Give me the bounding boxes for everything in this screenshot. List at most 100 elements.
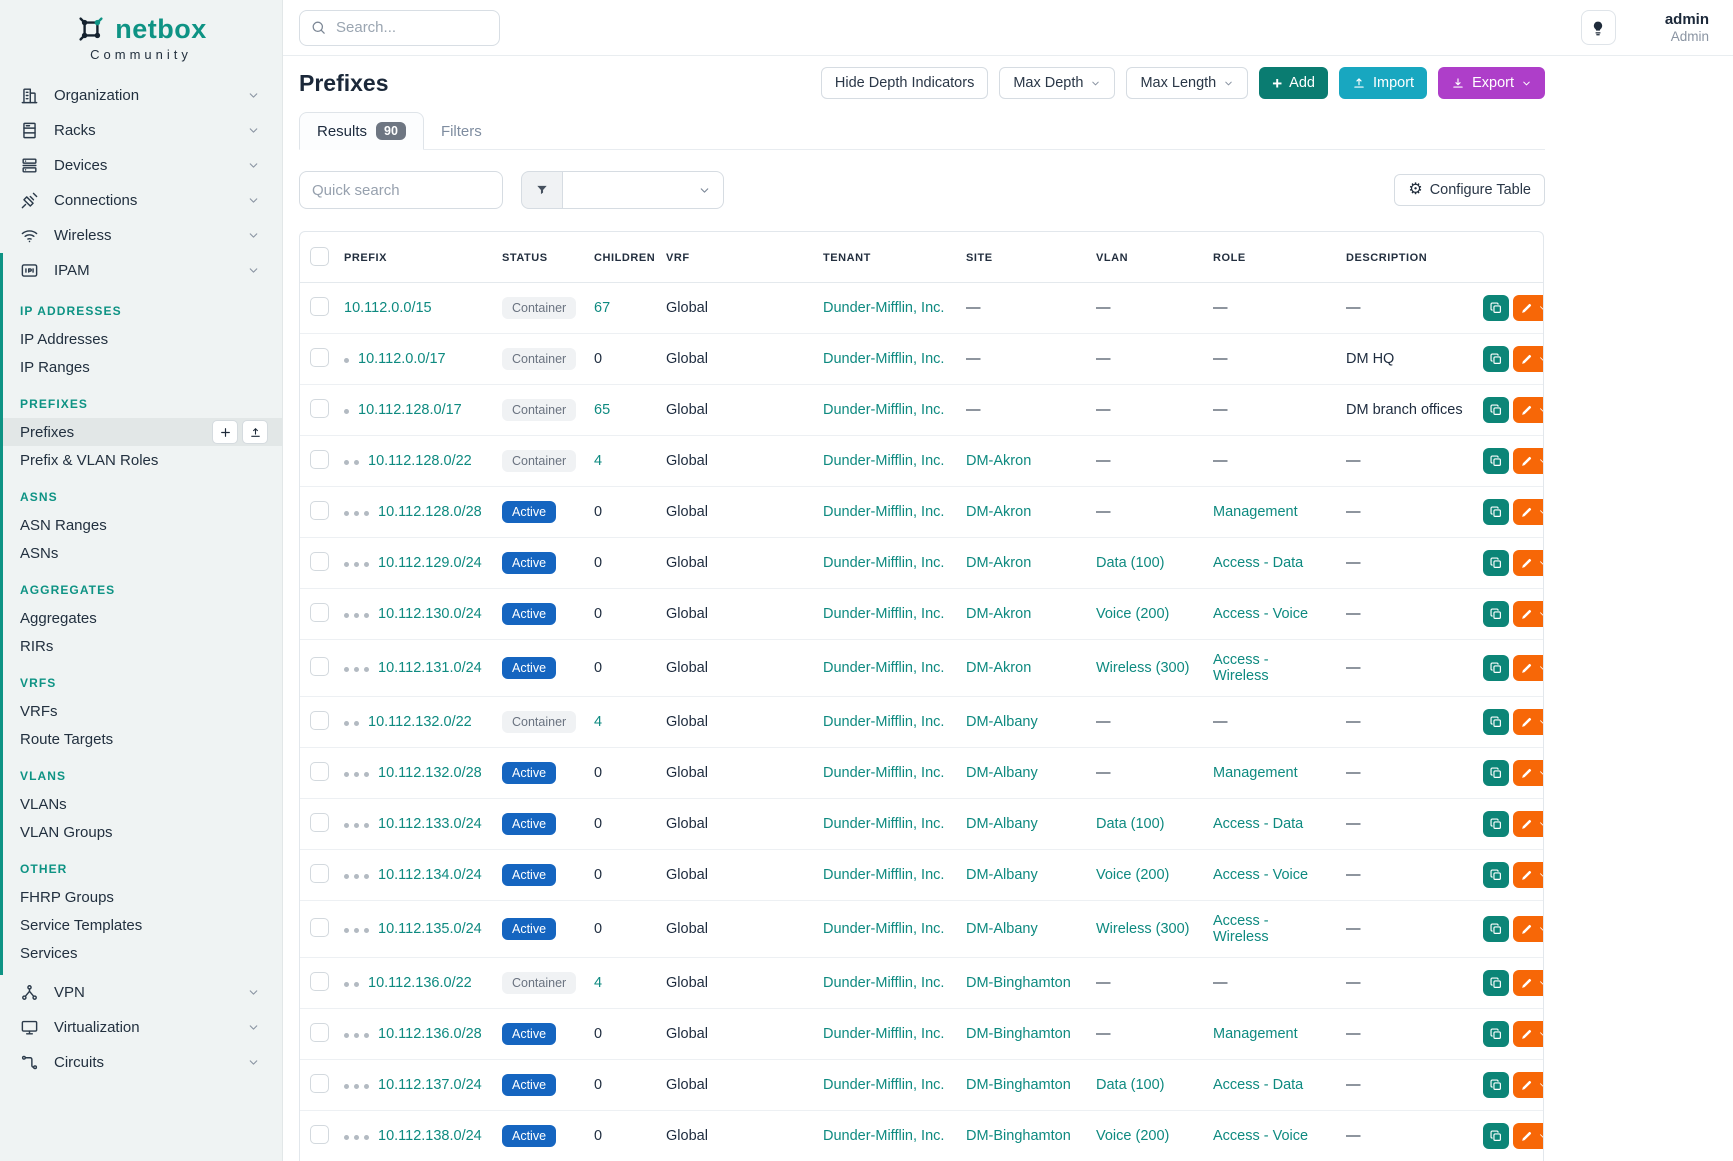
prefix-link[interactable]: 10.112.136.0/22 [368,975,472,991]
role-link[interactable]: Access - Data [1213,1077,1304,1093]
sidebar-item-devices[interactable]: Devices [0,148,282,183]
column-header-description[interactable]: DESCRIPTION [1336,232,1473,283]
prefix-link[interactable]: 10.112.0.0/17 [358,351,446,367]
tenant-link[interactable]: Dunder-Mifflin, Inc. [823,660,945,676]
role-link[interactable]: Access - Voice [1213,867,1309,883]
clone-button[interactable] [1483,397,1509,423]
row-checkbox[interactable] [310,1073,329,1093]
tenant-link[interactable]: Dunder-Mifflin, Inc. [823,1026,945,1042]
clone-button[interactable] [1483,862,1509,888]
tenant-link[interactable]: Dunder-Mifflin, Inc. [823,867,945,883]
site-link[interactable]: DM-Albany [966,816,1038,832]
row-checkbox[interactable] [310,296,329,316]
row-checkbox[interactable] [310,863,329,883]
export-button[interactable]: Export [1438,67,1545,99]
search-input[interactable] [299,9,500,46]
sidebar-item-rirs[interactable]: RIRs [0,632,282,660]
column-header-role[interactable]: ROLE [1203,232,1336,283]
sidebar-item-vlans[interactable]: VLANs [0,790,282,818]
sidebar-item-prefixes[interactable]: Prefixes [0,418,282,446]
prefix-link[interactable]: 10.112.128.0/28 [378,504,482,520]
prefix-link[interactable]: 10.112.138.0/24 [378,1128,482,1144]
children-count-link[interactable]: 4 [594,453,603,469]
site-link[interactable]: DM-Albany [966,867,1038,883]
sidebar-item-aggregates[interactable]: Aggregates [0,604,282,632]
clone-button[interactable] [1483,1123,1509,1149]
clone-button[interactable] [1483,448,1509,474]
sidebar-item-vrfs[interactable]: VRFs [0,697,282,725]
clone-button[interactable] [1483,1021,1509,1047]
clone-button[interactable] [1483,655,1509,681]
row-checkbox[interactable] [310,971,329,991]
tenant-link[interactable]: Dunder-Mifflin, Inc. [823,402,945,418]
role-link[interactable]: Access - Voice [1213,606,1309,622]
column-header-status[interactable]: STATUS [492,232,584,283]
prefix-link[interactable]: 10.112.132.0/28 [378,765,482,781]
site-link[interactable]: DM-Binghamton [966,1077,1071,1093]
children-count-link[interactable]: 4 [594,714,603,730]
role-link[interactable]: Access - Wireless [1213,913,1269,945]
sidebar-item-service-templates[interactable]: Service Templates [0,911,282,939]
tenant-link[interactable]: Dunder-Mifflin, Inc. [823,606,945,622]
edit-button[interactable] [1513,1021,1543,1047]
clone-button[interactable] [1483,346,1509,372]
vlan-link[interactable]: Data (100) [1096,555,1165,571]
tenant-link[interactable]: Dunder-Mifflin, Inc. [823,453,945,469]
tab-filters[interactable]: Filters [440,123,482,140]
quick-add-button[interactable] [212,420,238,444]
sidebar-item-fhrp-groups[interactable]: FHRP Groups [0,883,282,911]
tenant-link[interactable]: Dunder-Mifflin, Inc. [823,300,945,316]
sidebar-item-asn-ranges[interactable]: ASN Ranges [0,511,282,539]
clone-button[interactable] [1483,601,1509,627]
tenant-link[interactable]: Dunder-Mifflin, Inc. [823,504,945,520]
tenant-link[interactable]: Dunder-Mifflin, Inc. [823,1128,945,1144]
site-link[interactable]: DM-Binghamton [966,975,1071,991]
site-link[interactable]: DM-Albany [966,714,1038,730]
site-link[interactable]: DM-Akron [966,504,1032,520]
import-button[interactable]: Import [1338,67,1428,99]
role-link[interactable]: Management [1213,765,1298,781]
row-checkbox[interactable] [310,347,329,367]
vlan-link[interactable]: Voice (200) [1096,867,1170,883]
column-header-children[interactable]: CHILDREN [584,232,656,283]
row-checkbox[interactable] [310,761,329,781]
quick-import-button[interactable] [242,420,268,444]
prefix-link[interactable]: 10.112.135.0/24 [378,921,482,937]
clone-button[interactable] [1483,760,1509,786]
vlan-link[interactable]: Voice (200) [1096,1128,1170,1144]
clone-button[interactable] [1483,1072,1509,1098]
sidebar-item-organization[interactable]: Organization [0,78,282,113]
theme-toggle-button[interactable] [1580,10,1616,45]
prefix-link[interactable]: 10.112.133.0/24 [378,816,482,832]
column-header-prefix[interactable]: PREFIX [334,232,492,283]
tenant-link[interactable]: Dunder-Mifflin, Inc. [823,1077,945,1093]
prefix-link[interactable]: 10.112.128.0/17 [358,402,462,418]
clone-button[interactable] [1483,709,1509,735]
tenant-link[interactable]: Dunder-Mifflin, Inc. [823,555,945,571]
prefix-link[interactable]: 10.112.136.0/28 [378,1026,482,1042]
children-count-link[interactable]: 65 [594,402,611,418]
row-checkbox[interactable] [310,500,329,520]
clone-button[interactable] [1483,499,1509,525]
edit-button[interactable] [1513,1072,1543,1098]
edit-button[interactable] [1513,709,1543,735]
tenant-link[interactable]: Dunder-Mifflin, Inc. [823,816,945,832]
user-menu[interactable]: admin Admin [1665,11,1709,43]
saved-filter-select[interactable] [563,171,724,209]
clone-button[interactable] [1483,811,1509,837]
edit-button[interactable] [1513,916,1543,942]
row-checkbox[interactable] [310,398,329,418]
sidebar-item-circuits[interactable]: Circuits [0,1045,282,1080]
prefix-link[interactable]: 10.112.131.0/24 [378,660,482,676]
site-link[interactable]: DM-Binghamton [966,1026,1071,1042]
sidebar-item-route-targets[interactable]: Route Targets [0,725,282,753]
edit-button[interactable] [1513,295,1543,321]
tenant-link[interactable]: Dunder-Mifflin, Inc. [823,975,945,991]
sidebar-item-asns[interactable]: ASNs [0,539,282,567]
configure-table-button[interactable]: ⚙ Configure Table [1394,174,1545,206]
sidebar-item-prefix-vlan-roles[interactable]: Prefix & VLAN Roles [0,446,282,474]
edit-button[interactable] [1513,1123,1543,1149]
site-link[interactable]: DM-Albany [966,921,1038,937]
role-link[interactable]: Access - Voice [1213,1128,1309,1144]
vlan-link[interactable]: Wireless (300) [1096,660,1190,676]
